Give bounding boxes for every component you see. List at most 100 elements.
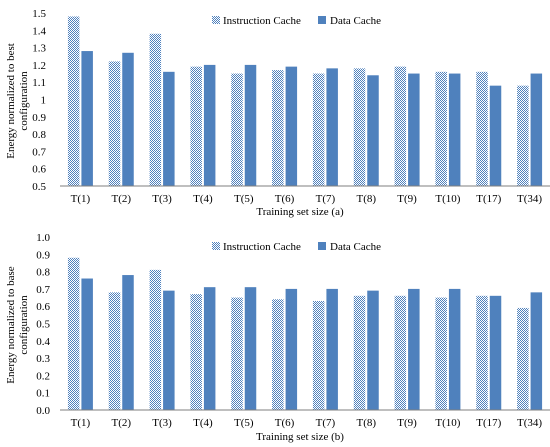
chart-a-legend-label-data: Data Cache — [330, 15, 381, 27]
chart-a-bar-instruction-cache — [476, 71, 488, 186]
chart-b-y-tick-label: 0.1 — [36, 388, 50, 400]
chart-b-x-tick-label: T(1) — [71, 417, 91, 429]
chart-b-bar-instruction-cache — [435, 297, 447, 410]
chart-a-bar-instruction-cache — [149, 33, 162, 187]
chart-a-x-tick-label: T(34) — [517, 193, 542, 205]
chart-a-x-tick-label: T(7) — [316, 193, 336, 205]
chart-b-y-label-line-2: configuration — [18, 295, 30, 355]
chart-a-bars — [67, 16, 543, 187]
chart-b-x-tick-label: T(7) — [316, 417, 336, 429]
chart-a-bar-data-cache — [81, 51, 93, 187]
chart-b-bar-data-cache — [489, 295, 502, 410]
chart-a-x-tick-label: T(10) — [435, 193, 460, 205]
chart-a: 0.5 0.6 0.7 0.8 0.9 1 1.1 1.2 1.3 1.4 1.5 T(1) T(2)… — [5, 8, 550, 218]
chart-a-y-tick-label: 0.7 — [32, 146, 46, 158]
chart-b-bar-data-cache — [448, 288, 461, 410]
chart-a-bar-data-cache — [285, 66, 298, 186]
chart-b: 0.00.10.20.30.40.50.60.70.80.91.0 T(1) T(… — [5, 232, 550, 443]
chart-a-bar-instruction-cache — [312, 73, 325, 186]
chart-b-x-tick-label: T(3) — [152, 417, 172, 429]
chart-a-y-axis-label: Energy normalized to best configuration — [5, 43, 30, 159]
chart-b-legend-swatch-data — [318, 242, 326, 250]
chart-a-legend-swatch-data — [318, 16, 326, 24]
chart-b-bar-instruction-cache — [149, 269, 162, 410]
chart-b-bar-instruction-cache — [517, 307, 529, 410]
chart-a-x-tick-label: T(9) — [397, 193, 417, 205]
chart-b-legend: Instruction Cache Data Cache — [212, 241, 381, 253]
chart-b-bar-instruction-cache — [312, 301, 325, 410]
chart-a-bar-instruction-cache — [435, 71, 447, 186]
chart-a-bar-instruction-cache — [272, 70, 284, 186]
chart-a-y-label-line-2: configuration — [18, 71, 30, 131]
chart-b-bar-data-cache — [81, 278, 93, 410]
chart-a-bar-data-cache — [489, 85, 502, 186]
chart-b-bar-instruction-cache — [272, 299, 284, 410]
chart-a-y-ticks: 0.5 0.6 0.7 0.8 0.9 1 1.1 1.2 1.3 1.4 1.5 — [32, 8, 46, 193]
chart-b-y-tick-label: 0.4 — [36, 336, 50, 348]
chart-b-bar-data-cache — [163, 290, 175, 410]
chart-a-y-tick-label: 0.8 — [32, 129, 46, 141]
chart-a-bar-data-cache — [203, 64, 216, 186]
chart-a-x-tick-label: T(3) — [152, 193, 172, 205]
chart-a-y-tick-label: 0.6 — [32, 164, 46, 176]
chart-a-x-axis-label: Training set size (a) — [256, 206, 344, 218]
chart-b-y-tick-label: 0.2 — [36, 370, 50, 382]
chart-b-y-tick-label: 0.3 — [36, 353, 50, 365]
chart-b-x-tick-label: T(2) — [111, 417, 131, 429]
chart-a-y-tick-label: 1 — [41, 95, 47, 107]
chart-a-y-tick-label: 0.5 — [32, 181, 46, 193]
chart-a-y-tick-label: 1.1 — [32, 77, 46, 89]
chart-b-y-tick-label: 0.8 — [36, 267, 50, 279]
chart-b-legend-label-data: Data Cache — [330, 241, 381, 253]
chart-a-bar-instruction-cache — [394, 66, 407, 186]
chart-b-bar-instruction-cache — [231, 297, 243, 410]
chart-b-bar-data-cache — [326, 288, 338, 410]
chart-a-x-tick-label: T(6) — [275, 193, 295, 205]
chart-b-legend-swatch-instruction — [212, 242, 220, 250]
chart-a-x-tick-label: T(2) — [111, 193, 131, 205]
chart-a-bar-data-cache — [530, 73, 543, 186]
chart-a-x-ticks: T(1) T(2) T(3) T(4) T(5) T(6) T(7) T(8) T(9) T(10… — [71, 193, 543, 205]
chart-b-y-label-line-1: Energy normalized to base — [5, 266, 17, 384]
chart-b-bars — [67, 257, 543, 410]
chart-a-y-tick-label: 1.3 — [32, 43, 46, 55]
chart-a-y-tick-label: 1.2 — [32, 60, 46, 72]
chart-a-bar-data-cache — [244, 64, 257, 186]
chart-b-bar-data-cache — [285, 288, 298, 410]
chart-a-y-tick-label: 0.9 — [32, 112, 46, 124]
chart-b-y-tick-label: 0.7 — [36, 284, 50, 296]
chart-b-x-tick-label: T(8) — [356, 417, 376, 429]
chart-a-y-tick-label: 1.4 — [32, 25, 46, 37]
chart-b-x-tick-label: T(34) — [517, 417, 542, 429]
chart-b-legend-label-instruction: Instruction Cache — [223, 241, 301, 253]
chart-b-bar-data-cache — [408, 288, 420, 410]
chart-a-x-tick-label: T(8) — [356, 193, 376, 205]
chart-b-bar-instruction-cache — [108, 292, 121, 410]
chart-b-x-tick-label: T(9) — [397, 417, 417, 429]
chart-a-x-tick-label: T(5) — [234, 193, 254, 205]
chart-a-x-tick-label: T(17) — [476, 193, 501, 205]
chart-b-x-tick-label: T(4) — [193, 417, 213, 429]
chart-b-bar-data-cache — [122, 275, 134, 410]
chart-b-y-tick-label: 0.0 — [36, 405, 50, 417]
chart-b-y-ticks: 0.0 0.1 0.2 0.3 0.4 0.5 0.6 0.7 0.8 0.9 1.0 — [36, 232, 50, 417]
chart-b-bar-data-cache — [530, 292, 543, 410]
chart-b-x-tick-label: T(6) — [275, 417, 295, 429]
chart-b-bar-instruction-cache — [67, 257, 80, 410]
chart-a-bar-instruction-cache — [190, 66, 202, 186]
chart-a-bar-data-cache — [326, 68, 338, 186]
chart-b-x-axis-label: Training set size (b) — [256, 431, 344, 443]
chart-a-bar-instruction-cache — [517, 85, 529, 186]
chart-b-bar-data-cache — [367, 290, 379, 410]
chart-b-y-tick-label: 0.9 — [36, 249, 50, 261]
chart-b-x-tick-label: T(5) — [234, 417, 254, 429]
chart-a-legend: Instruction Cache Data Cache — [212, 15, 381, 27]
chart-b-y-tick-label: 1.0 — [36, 232, 50, 244]
chart-a-bar-instruction-cache — [108, 61, 121, 186]
chart-a-bar-data-cache — [122, 52, 134, 186]
chart-a-bar-instruction-cache — [231, 73, 243, 186]
chart-a-bar-data-cache — [408, 73, 420, 186]
chart-b-bar-instruction-cache — [353, 295, 366, 410]
chart-b-bar-instruction-cache — [394, 295, 407, 410]
